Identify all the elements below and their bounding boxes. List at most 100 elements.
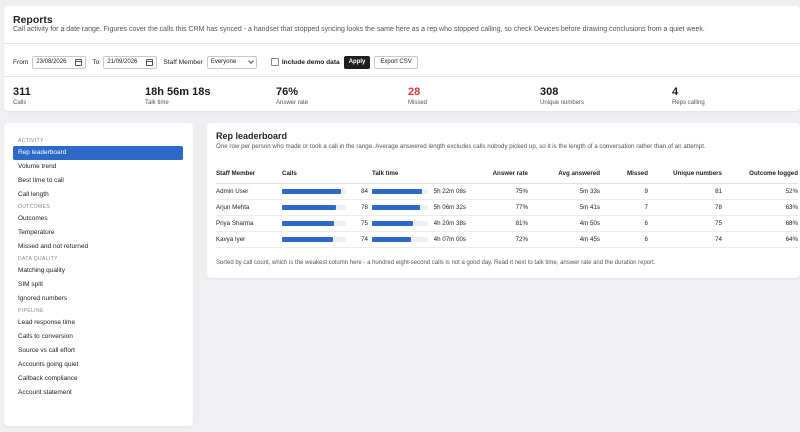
stat-value: 308: [540, 86, 559, 98]
outcome-logged-cell: 52%: [722, 183, 798, 200]
stat-reps-calling: 4 Reps calling: [672, 86, 705, 106]
table-row[interactable]: Admin User 84 5h 22m 08s 75% 5m 33s 9 81 52%: [216, 183, 798, 200]
column-header[interactable]: Missed: [600, 165, 648, 184]
include-demo-checkbox[interactable]: [270, 58, 279, 66]
stat-label: Calls: [13, 100, 27, 106]
answer-rate-cell: 81%: [470, 215, 528, 232]
staff-member-select[interactable]: Everyone: [206, 55, 257, 69]
sidebar-item-best-time-to-call[interactable]: Best time to call: [18, 177, 64, 184]
talk-time-bar: [372, 220, 428, 226]
sidebar-item-lead-response-time[interactable]: Lead response time: [18, 319, 76, 326]
stat-calls: 311 Calls: [13, 86, 31, 106]
divider: [4, 43, 800, 44]
sidebar-item-volume-trend[interactable]: Volume trend: [18, 163, 57, 170]
leaderboard-panel: Rep leaderboard One row per person who m…: [207, 123, 800, 278]
from-label: From: [13, 58, 29, 66]
from-date-input[interactable]: 23/08/2026: [32, 55, 87, 69]
sidebar-item-temperature[interactable]: Temperature: [18, 229, 55, 236]
missed-cell: 7: [600, 199, 648, 216]
calls-cell: 84: [282, 183, 372, 200]
answer-rate-cell: 75%: [470, 183, 528, 200]
sidebar-item-missed-and-not-returned[interactable]: Missed and not returned: [18, 243, 89, 250]
column-header[interactable]: Talk time: [372, 165, 470, 184]
sidebar-item-outcomes[interactable]: Outcomes: [18, 215, 48, 222]
stat-label: Talk time: [145, 100, 169, 106]
talk-time-value: 4h 07m 00s: [433, 235, 466, 243]
stat-label: Missed: [408, 100, 428, 106]
column-header[interactable]: Avg answered: [528, 165, 600, 184]
sidebar-item-call-length[interactable]: Call length: [18, 191, 49, 198]
sidebar-item-ignored-numbers[interactable]: Ignored numbers: [18, 295, 68, 302]
sidebar-section-heading: PIPELINE: [18, 308, 44, 314]
apply-button[interactable]: Apply: [343, 55, 371, 69]
talk-time-bar-fill: [372, 236, 412, 242]
column-header[interactable]: Answer rate: [470, 165, 528, 184]
table-footnote: Sorted by call count, which is the weake…: [216, 260, 656, 266]
panel-subtitle: One row per person who made or took a ca…: [216, 143, 706, 150]
page-subtitle: Call activity for a date range. Figures …: [13, 26, 705, 33]
outcome-logged-cell: 63%: [722, 199, 798, 216]
column-header[interactable]: Calls: [282, 165, 372, 184]
answer-rate-cell: 77%: [470, 199, 528, 216]
export-csv-button[interactable]: Export CSV: [374, 55, 418, 69]
include-demo-label[interactable]: Include demo data: [281, 58, 340, 66]
chevron-down-icon: [247, 58, 254, 64]
avg-answered-cell: 5m 33s: [528, 183, 600, 200]
calls-bar-fill: [282, 220, 334, 226]
calls-value: 84: [361, 187, 368, 195]
stat-label: Reps calling: [672, 100, 705, 106]
sidebar-item-callback-compliance[interactable]: Callback compliance: [18, 375, 78, 382]
table-row[interactable]: Priya Sharma 75 4h 20m 38s 81% 4m 50s 6 75 68%: [216, 215, 798, 232]
stat-value: 28: [408, 86, 421, 98]
answer-rate-cell: 72%: [470, 231, 528, 248]
calls-value: 75: [361, 219, 368, 227]
calls-cell: 74: [282, 231, 372, 248]
staff-member-cell: Kavya Iyer: [216, 231, 282, 248]
sidebar-item-matching-quality[interactable]: Matching quality: [18, 267, 65, 274]
stat-label: Answer rate: [276, 100, 309, 106]
table-row[interactable]: Kavya Iyer 74 4h 07m 00s 72% 4m 45s 6 74 64%: [216, 231, 798, 248]
to-label: To: [92, 58, 100, 66]
talk-time-bar-fill: [372, 204, 421, 210]
calls-value: 74: [361, 235, 368, 243]
talk-time-value: 4h 20m 38s: [433, 219, 466, 227]
missed-cell: 6: [600, 231, 648, 248]
stat-answer-rate: 76% Answer rate: [276, 86, 308, 106]
stat-missed: 28 Missed: [408, 86, 427, 106]
calendar-icon[interactable]: [75, 58, 83, 66]
talk-time-cell: 4h 20m 38s: [372, 215, 470, 232]
sidebar-item-source-vs-call-effort[interactable]: Source vs call effort: [18, 347, 75, 354]
staff-member-cell: Arjun Mehta: [216, 199, 282, 216]
sidebar-section-heading: ACTIVITY: [18, 138, 44, 144]
staff-member-value: Everyone: [210, 59, 237, 65]
panel-title: Rep leaderboard: [216, 131, 288, 141]
column-header[interactable]: Outcome logged: [722, 165, 798, 184]
outcome-logged-cell: 64%: [722, 231, 798, 248]
calls-bar-fill: [282, 204, 337, 210]
unique-numbers-cell: 75: [648, 215, 722, 232]
staff-member-cell: Priya Sharma: [216, 215, 282, 232]
calendar-icon[interactable]: [146, 58, 154, 66]
table-row[interactable]: Arjun Mehta 78 5h 06m 32s 77% 5m 41s 7 78 63%: [216, 199, 798, 216]
from-date-value: 23/08/2026: [36, 59, 67, 65]
calls-cell: 75: [282, 215, 372, 232]
sidebar-item-account-statement[interactable]: Account statement: [18, 389, 72, 396]
column-header[interactable]: Staff Member: [216, 165, 282, 184]
stat-value: 4: [672, 86, 679, 98]
stat-talk-time: 18h 56m 18s Talk time: [145, 86, 210, 106]
sidebar-item-sim-split[interactable]: SIM split: [18, 281, 43, 288]
sidebar-item-calls-to-conversion[interactable]: Calls to conversion: [18, 333, 73, 340]
talk-time-cell: 4h 07m 00s: [372, 231, 470, 248]
column-header[interactable]: Unique numbers: [648, 165, 722, 184]
talk-time-cell: 5h 22m 08s: [372, 183, 470, 200]
calls-cell: 78: [282, 199, 372, 216]
sidebar-item-rep-leaderboard[interactable]: Rep leaderboard: [13, 146, 183, 160]
to-date-value: 21/09/2026: [107, 59, 138, 65]
unique-numbers-cell: 78: [648, 199, 722, 216]
filter-bar: From 23/08/2026 To 21/09/2026 Staff Memb…: [13, 53, 418, 71]
leaderboard-table: Staff Member Calls Talk time Answer rate…: [216, 165, 798, 248]
staff-member-label: Staff Member: [163, 58, 203, 66]
sidebar-item-accounts-going-quiet[interactable]: Accounts going quiet: [18, 361, 79, 368]
to-date-input[interactable]: 21/09/2026: [103, 55, 158, 69]
page-title: Reports: [13, 14, 53, 26]
